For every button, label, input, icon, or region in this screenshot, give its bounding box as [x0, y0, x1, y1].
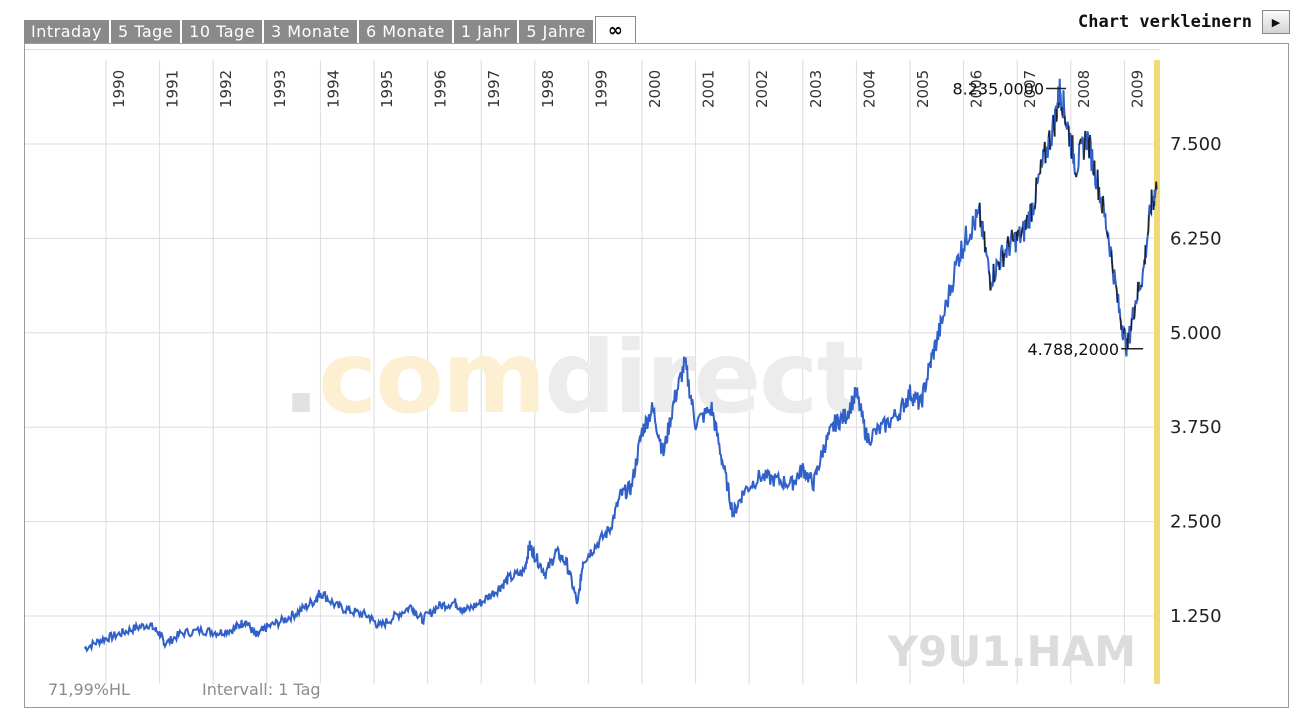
year-labels: 1990 1991 1992 1993 1994 1995 1996 1997 1998 1999…	[110, 70, 1146, 108]
year-label: 1997	[485, 70, 503, 108]
tab-3[interactable]: 3 Monate	[264, 20, 357, 44]
year-label: 1992	[217, 70, 235, 108]
year-label: 1991	[164, 70, 182, 108]
high-label: 8.235,0000	[952, 79, 1044, 98]
watermark-dot: .	[282, 319, 318, 436]
tab-7[interactable]: ∞	[594, 16, 637, 44]
chart-frame	[24, 43, 1289, 708]
year-label: 1998	[539, 70, 557, 108]
svg-text:.comdirect: .comdirect	[282, 319, 862, 436]
y-tick-label: 2.500	[1170, 512, 1222, 533]
shrink-chart-label: Chart verkleinern	[1078, 12, 1252, 32]
y-tick-label: 1.250	[1170, 606, 1222, 627]
y-tick-labels: 7.500 6.250 5.000 3.750 2.500 1.250	[1170, 134, 1222, 627]
year-label: 2008	[1075, 70, 1093, 108]
tab-1[interactable]: 5 Tage	[110, 20, 181, 44]
y-tick-label: 5.000	[1170, 323, 1222, 344]
period-tabs: Intraday 5 Tage 10 Tage 3 Monate 6 Monate 1 J…	[24, 16, 638, 44]
year-label: 1990	[110, 70, 128, 108]
hl-percent: 71,99%HL	[48, 680, 130, 699]
year-label: 1995	[378, 70, 396, 108]
chart-grid	[25, 49, 1160, 684]
year-label: 1999	[592, 70, 610, 108]
y-tick-label: 6.250	[1170, 228, 1222, 249]
year-label: 2005	[914, 70, 932, 108]
year-label: 2006	[968, 70, 986, 108]
current-period-bar	[1154, 60, 1160, 684]
tab-6[interactable]: 5 Jahre	[519, 20, 593, 44]
tab-4[interactable]: 6 Monate	[358, 20, 452, 44]
year-label: 1996	[432, 70, 450, 108]
year-label: 2002	[753, 70, 771, 108]
year-label: 2003	[807, 70, 825, 108]
play-arrow-icon: ▶	[1262, 10, 1290, 34]
year-label: 1994	[324, 70, 342, 108]
tab-0[interactable]: Intraday	[24, 20, 109, 44]
low-label: 4.788,2000	[1028, 340, 1120, 359]
year-label: 2001	[700, 70, 718, 108]
y-tick-label: 3.750	[1170, 417, 1222, 438]
tab-5[interactable]: 1 Jahr	[453, 20, 518, 44]
watermark-com: com	[318, 319, 544, 436]
high-low-markers: 8.235,0000 4.788,2000	[952, 79, 1144, 359]
year-label: 1993	[271, 70, 289, 108]
year-label: 2004	[860, 70, 878, 108]
shrink-chart-button[interactable]: Chart verkleinern ▶	[1078, 9, 1290, 35]
symbol-watermark: Y9U1.HAM	[887, 627, 1136, 676]
year-label: 2007	[1021, 70, 1039, 108]
comdirect-watermark: .comdirect	[282, 319, 864, 436]
tab-2[interactable]: 10 Tage	[182, 20, 263, 44]
interval-label: Intervall: 1 Tag	[202, 680, 321, 699]
year-label: 2000	[646, 70, 664, 108]
year-label: 2009	[1128, 70, 1146, 108]
y-tick-label: 7.500	[1170, 134, 1222, 155]
